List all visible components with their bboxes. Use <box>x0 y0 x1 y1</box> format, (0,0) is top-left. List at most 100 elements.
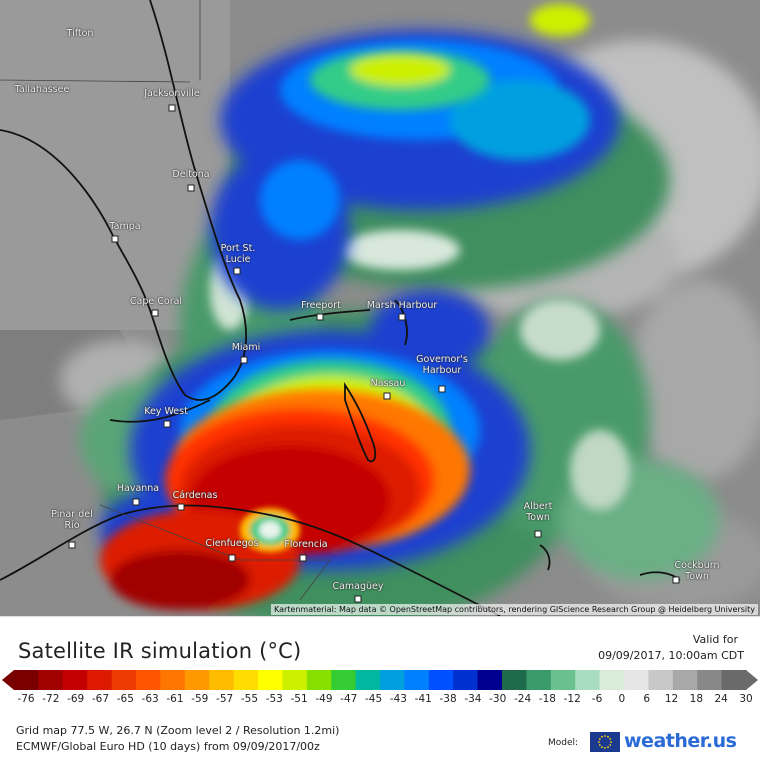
city-marker <box>240 356 248 364</box>
city-marker <box>398 313 406 321</box>
city-label: Port St. Lucie <box>220 243 256 265</box>
city-label: Florencia <box>284 539 328 550</box>
city-label: Camagüey <box>332 581 384 592</box>
scale-tick-label: -6 <box>591 693 603 705</box>
scale-swatch <box>160 670 186 690</box>
city-label: Governor's Harbour <box>416 354 468 376</box>
scale-swatch <box>38 670 64 690</box>
map-title: Satellite IR simulation (°C) <box>18 639 302 663</box>
scale-tick-label: 24 <box>714 693 728 705</box>
city-label: Albert Town <box>523 501 553 523</box>
scale-tick-label: -72 <box>42 693 60 705</box>
scale-tick-label: -57 <box>216 693 234 705</box>
eu-flag-icon <box>590 732 620 752</box>
scale-tick-label: -18 <box>538 693 556 705</box>
city-marker <box>187 184 195 192</box>
scale-tick-label: -55 <box>240 693 259 705</box>
city-label: Freeport <box>301 300 341 311</box>
city-label: Tampa <box>109 221 141 232</box>
scale-swatch <box>209 670 235 690</box>
scale-swatch <box>502 670 527 690</box>
city-marker <box>151 309 159 317</box>
scale-swatch <box>184 670 210 690</box>
scale-tick-label: -61 <box>166 693 184 705</box>
city-label: Jacksonville <box>144 88 200 99</box>
scale-tick-label: -76 <box>17 693 35 705</box>
city-marker <box>233 267 241 275</box>
scale-tick-label: -59 <box>191 693 209 705</box>
scale-swatch <box>721 670 747 690</box>
scale-tick-label: -12 <box>563 693 581 705</box>
scale-swatch <box>258 670 283 690</box>
city-marker <box>111 235 119 243</box>
color-scale-ticks: -76 -72 -69 -67 -65 -63 -61 -59 -57 -55 -53 -51 -49-… <box>0 693 760 709</box>
scale-tick-label: -34 <box>464 693 482 705</box>
city-marker <box>132 498 140 506</box>
city-label: Key West <box>144 406 188 417</box>
scale-tick-label: -30 <box>489 693 507 705</box>
scale-swatch <box>87 670 113 690</box>
scale-tick-label: 0 <box>618 693 626 705</box>
scale-swatch <box>233 670 259 690</box>
scale-max-arrow <box>746 670 758 690</box>
city-marker <box>354 595 362 603</box>
legend-panel: Satellite IR simulation (°C) Valid for 0… <box>0 616 760 761</box>
city-marker <box>163 420 171 428</box>
city-marker <box>672 576 680 584</box>
model-label: Model: <box>548 738 579 748</box>
city-marker <box>438 385 446 393</box>
scale-tick-label: -24 <box>513 693 532 705</box>
city-label: Tifton <box>66 28 94 39</box>
valid-time: 09/09/2017, 10:00am CDT <box>598 649 744 662</box>
scale-swatch <box>477 670 503 690</box>
scale-min-arrow <box>2 670 14 690</box>
city-label: Cienfuegos <box>205 538 259 549</box>
scale-swatch <box>136 670 161 690</box>
scale-swatch <box>306 670 332 690</box>
scale-swatch <box>575 670 601 690</box>
scale-swatch <box>672 670 698 690</box>
grid-info: Grid map 77.5 W, 26.7 N (Zoom level 2 / … <box>16 724 340 737</box>
scale-tick-label: -63 <box>141 693 159 705</box>
scale-swatch <box>404 670 430 690</box>
weather-map[interactable]: Tifton Tallahassee Jacksonville Deltona Tamp… <box>0 0 760 616</box>
city-marker <box>168 104 176 112</box>
city-label: Cockburn Town <box>674 560 720 582</box>
city-label: Cárdenas <box>172 490 218 501</box>
weather-us-logo[interactable]: weather.us <box>590 729 750 755</box>
scale-tick-label: -47 <box>340 693 358 705</box>
scale-tick-label: -65 <box>116 693 134 705</box>
scale-tick-label: 6 <box>643 693 651 705</box>
city-marker <box>228 554 236 562</box>
scale-swatch <box>380 670 405 690</box>
scale-tick-label: -51 <box>290 693 308 705</box>
scale-tick-label: -67 <box>91 693 110 705</box>
scale-swatch <box>331 670 357 690</box>
scale-swatch <box>697 670 723 690</box>
city-label: Havanna <box>116 483 160 494</box>
city-marker <box>534 530 542 538</box>
scale-tick-label: -38 <box>439 693 457 705</box>
scale-tick-label: -49 <box>315 693 333 705</box>
city-label: Pinar del Río <box>51 509 93 531</box>
map-attribution[interactable]: Kartenmaterial: Map data © OpenStreetMap… <box>270 604 758 615</box>
scale-swatch <box>355 670 381 690</box>
scale-tick-label: 30 <box>739 693 753 705</box>
scale-swatch <box>624 670 649 690</box>
scale-tick-label: -41 <box>414 693 432 705</box>
city-marker <box>383 392 391 400</box>
scale-tick-label: -69 <box>67 693 85 705</box>
scale-tick-label: -53 <box>265 693 283 705</box>
city-label: Tallahassee <box>14 84 70 95</box>
scale-swatch <box>282 670 308 690</box>
satellite-layer <box>0 0 760 616</box>
city-label: Deltona <box>172 169 210 180</box>
scale-swatch <box>62 670 88 690</box>
city-label: Nassau <box>370 378 406 389</box>
city-marker <box>68 541 76 549</box>
scale-swatch <box>526 670 552 690</box>
model-run-info: ECMWF/Global Euro HD (10 days) from 09/0… <box>16 740 320 753</box>
scale-swatch <box>14 670 39 690</box>
scale-swatch <box>428 670 454 690</box>
city-marker <box>177 503 185 511</box>
